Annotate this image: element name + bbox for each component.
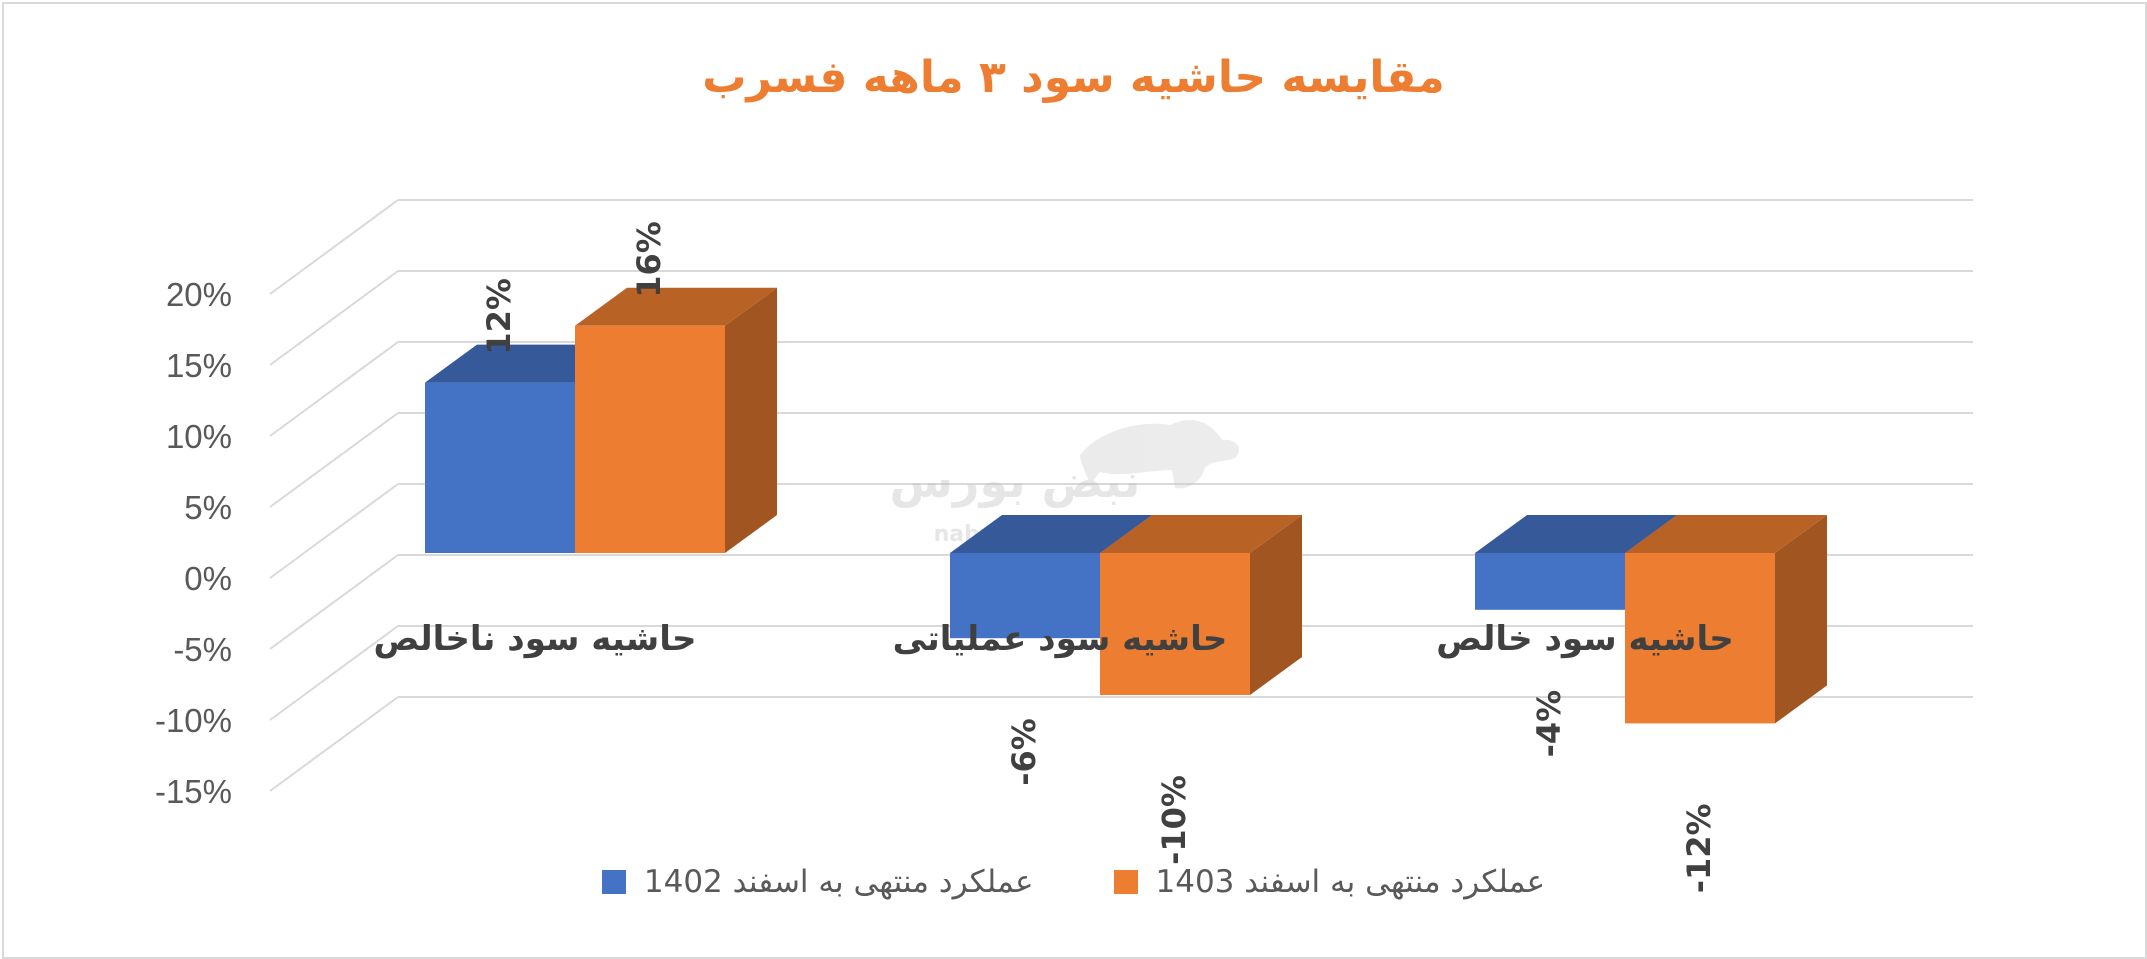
data-label: -10%	[1155, 775, 1193, 865]
bar-0-1	[950, 553, 1100, 639]
chart-title: مقایسه حاشیه سود ۳ ماهه فسرب	[702, 52, 1445, 103]
bar-top-0-1	[950, 515, 1152, 553]
legend-swatch-1403	[1113, 870, 1138, 894]
legend-label-1403: عملکرد منتهی به اسفند 1403	[1155, 864, 1546, 900]
bar-side-1-0	[725, 287, 777, 553]
category-label: حاشیه سود عملیاتی	[893, 619, 1228, 659]
gridline-diagonal	[269, 341, 399, 437]
gridline-diagonal	[269, 412, 399, 508]
data-label: 16%	[630, 221, 668, 298]
y-tick-label: -5%	[173, 631, 232, 668]
bar-top-1-2	[1625, 515, 1827, 553]
gridline-diagonal	[269, 625, 399, 721]
bar-top-0-2	[1475, 515, 1677, 553]
bar-1-1	[1100, 553, 1250, 695]
category-label: حاشیه سود خالص	[1436, 619, 1734, 659]
labels: 20% 15% 10% 5% 0% -5% -10% -15% 12% 16% حاشیه سود …	[155, 221, 1734, 893]
y-tick-label: 0%	[184, 560, 232, 597]
gridline-diagonal	[269, 554, 399, 650]
y-tick-label: -15%	[155, 773, 232, 810]
bars	[425, 287, 1827, 724]
y-tick-label: 15%	[166, 347, 232, 384]
legend-swatch-1402	[601, 870, 626, 894]
gridline-diagonal	[269, 199, 399, 295]
bar-0-2	[1475, 553, 1625, 610]
data-label: 12%	[480, 278, 518, 355]
legend-label-1402: عملکرد منتهی به اسفند 1402	[643, 864, 1034, 900]
bar-top-1-1	[1100, 515, 1302, 553]
gridline-diagonal	[269, 270, 399, 366]
legend-item-1402: عملکرد منتهی به اسفند 1402	[601, 864, 1034, 900]
bar-0-0	[425, 382, 575, 553]
bar-side-1-2	[1775, 515, 1827, 724]
gridline-diagonal	[269, 696, 399, 792]
y-tick-label: 20%	[166, 276, 232, 313]
bar-top-1-0	[575, 287, 777, 326]
y-tick-label: 10%	[166, 418, 232, 455]
bar-1-0	[575, 325, 725, 553]
data-label: -6%	[1005, 718, 1043, 786]
data-label: -12%	[1680, 803, 1718, 893]
bull-icon	[1080, 420, 1240, 489]
y-tick-label: -10%	[155, 702, 232, 739]
y-tick-label: 5%	[184, 489, 232, 526]
category-label: حاشیه سود ناخالص	[373, 619, 696, 659]
legend-item-1403: عملکرد منتهی به اسفند 1403	[1113, 864, 1546, 900]
gridline-diagonal	[269, 483, 399, 579]
data-label: -4%	[1530, 690, 1568, 758]
watermark-text: نبض بورس	[890, 454, 1141, 508]
bar-side-1-1	[1250, 515, 1302, 695]
legend: عملکرد منتهی به اسفند 1402 عملکرد منتهی …	[0, 864, 2147, 900]
bar-1-2	[1625, 553, 1775, 724]
